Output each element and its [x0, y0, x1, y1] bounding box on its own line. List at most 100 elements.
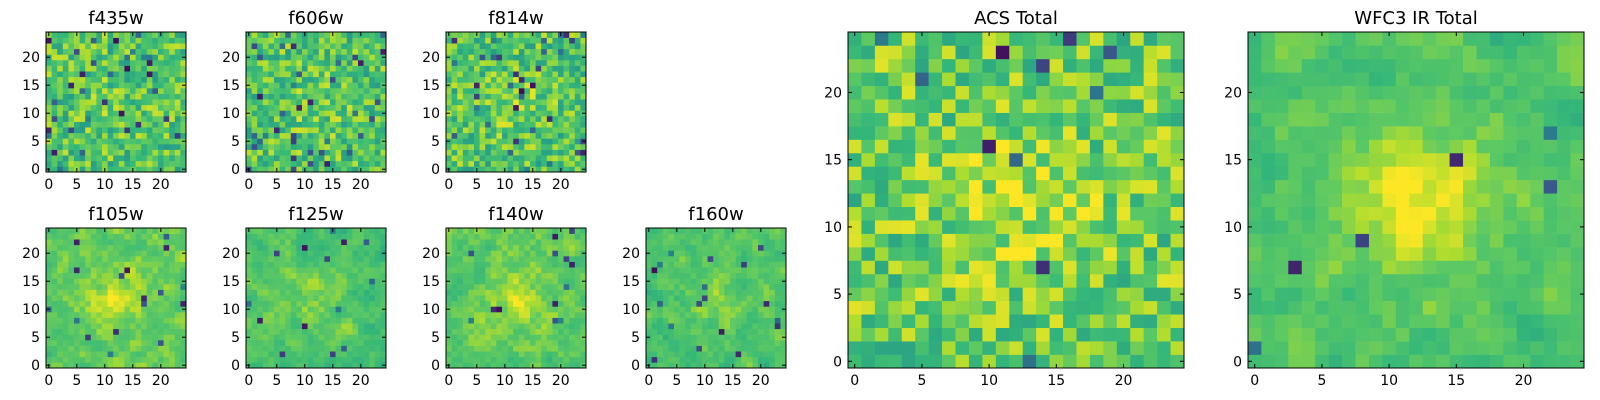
heatmap-cell [1063, 354, 1077, 369]
heatmap-cell [485, 340, 492, 346]
heatmap-cell [485, 228, 492, 234]
heatmap-cell [457, 54, 464, 61]
heatmap-cell [358, 323, 364, 330]
heatmap-cell [552, 334, 559, 341]
heatmap-cell [102, 149, 108, 156]
heatmap-cell [485, 278, 492, 285]
heatmap-cell [369, 233, 376, 240]
heatmap-cell [62, 256, 69, 262]
heatmap-cell [374, 43, 381, 50]
heatmap-cell [451, 345, 458, 352]
heatmap-cell [307, 351, 314, 358]
heatmap-cell [62, 132, 69, 139]
heatmap-cell [346, 284, 353, 290]
heatmap-cell [318, 138, 325, 145]
heatmap-cell [257, 65, 264, 72]
heatmap-cell [657, 256, 664, 262]
heatmap-cell [746, 351, 753, 358]
heatmap-cell [296, 284, 303, 290]
heatmap-cell [262, 99, 269, 106]
heatmap-cell [341, 48, 348, 55]
heatmap-cell [524, 362, 531, 369]
heatmap-cell [302, 317, 308, 324]
heatmap-cell [330, 93, 336, 100]
heatmap-cell [152, 110, 159, 117]
heatmap-cell [1022, 193, 1037, 208]
heatmap-cell [507, 116, 514, 122]
heatmap-cell [363, 334, 370, 341]
heatmap-cell [674, 261, 680, 268]
heatmap-cell [346, 71, 353, 78]
heatmap-cell [135, 37, 142, 44]
heatmap-cell [68, 132, 75, 139]
heatmap-cell [302, 132, 308, 139]
heatmap-cell [848, 260, 862, 275]
heatmap-cell [479, 312, 486, 318]
heatmap-cell [296, 306, 303, 313]
heatmap-cell [324, 71, 331, 78]
heatmap-cell [696, 356, 703, 363]
heatmap-cell [268, 110, 275, 117]
heatmap-cell [518, 127, 525, 134]
heatmap-cell [518, 48, 525, 55]
heatmap-cell [1063, 233, 1077, 248]
heatmap-cell [163, 312, 170, 318]
heatmap-cell [96, 233, 103, 240]
heatmap-cell [113, 312, 120, 318]
heatmap-cell [535, 239, 542, 246]
heatmap-cell [90, 116, 97, 122]
heatmap-cell [335, 267, 342, 274]
heatmap-cell [446, 132, 452, 139]
heatmap-cell [307, 334, 314, 341]
heatmap-cell [296, 351, 303, 358]
heatmap-cell [485, 312, 492, 318]
heatmap-cell [1049, 193, 1064, 208]
heatmap-cell [955, 247, 970, 261]
heatmap-cell [68, 93, 75, 100]
heatmap-cell [285, 300, 292, 307]
heatmap-cell [262, 261, 269, 268]
heatmap-cell [651, 256, 658, 262]
heatmap-cell [451, 284, 458, 290]
heatmap-cell [569, 60, 576, 66]
heatmap-cell [1063, 220, 1077, 234]
heatmap-cell [724, 239, 731, 246]
heatmap-cell [380, 256, 387, 262]
heatmap-cell [74, 121, 80, 128]
heatmap-cell [330, 48, 336, 55]
heatmap-cell [730, 312, 736, 318]
heatmap-cell [535, 244, 542, 251]
heatmap-cell [746, 233, 753, 240]
heatmap-cell [690, 295, 697, 302]
heatmap-cell [702, 334, 708, 341]
heatmap-cell [279, 351, 286, 358]
heatmap-cell [657, 340, 664, 346]
heatmap-cell [74, 104, 80, 111]
heatmap-cell [730, 300, 736, 307]
heatmap-cell [352, 76, 359, 83]
heatmap-cell [490, 93, 497, 100]
heatmap-cell [279, 345, 286, 352]
heatmap-cell [535, 356, 542, 363]
heatmap-cell [346, 93, 353, 100]
heatmap-cell [302, 82, 308, 89]
heatmap-cell [668, 250, 675, 257]
heatmap-cell [746, 362, 753, 369]
heatmap-cell [285, 256, 292, 262]
heatmap-cell [530, 76, 536, 83]
heatmap-cell [124, 76, 131, 83]
heatmap-cell [462, 149, 469, 156]
heatmap-cell [279, 121, 286, 128]
heatmap-cell [85, 37, 92, 44]
heatmap-cell [62, 250, 69, 257]
heatmap-cell [558, 351, 564, 358]
heatmap-cell [735, 334, 742, 341]
heatmap-cell [169, 144, 176, 150]
heatmap-cell [679, 278, 686, 285]
heatmap-cell [535, 127, 542, 134]
heatmap-cell [518, 54, 525, 61]
heatmap-cell [246, 144, 252, 150]
x-tick-label: 15 [124, 373, 142, 389]
heatmap-cell [1130, 300, 1144, 315]
heatmap-cell [942, 193, 956, 208]
